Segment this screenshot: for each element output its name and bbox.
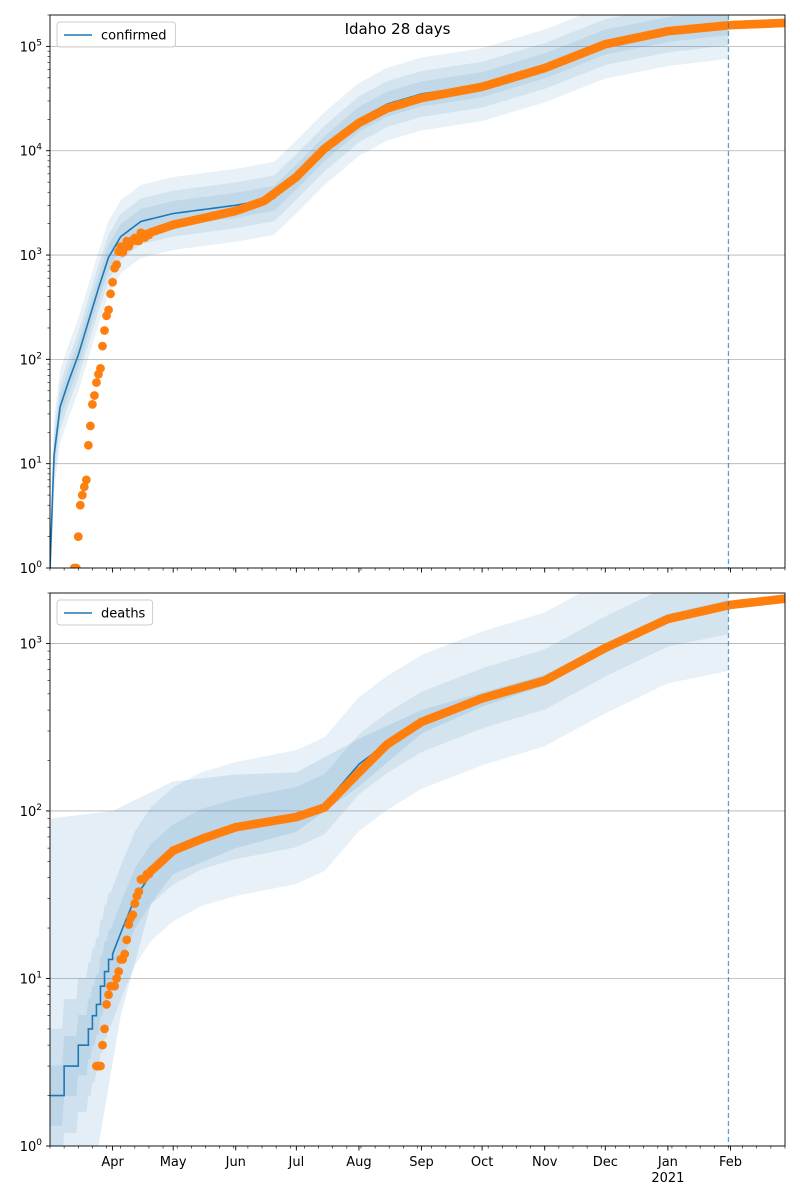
observed-point bbox=[112, 260, 122, 269]
legend-box bbox=[56, 21, 176, 48]
observed-point bbox=[90, 391, 99, 400]
panel-confirmed: 100 101 102 103 104 105 confirmed bbox=[20, 14, 786, 577]
y-tick-label: 103 bbox=[20, 635, 42, 652]
x-tick-label: Nov bbox=[532, 1155, 558, 1170]
observed-point bbox=[96, 1061, 105, 1071]
uncertainty-band bbox=[50, 15, 729, 568]
legend-box bbox=[56, 599, 154, 626]
observed-point bbox=[128, 910, 138, 920]
observed-point bbox=[106, 289, 115, 299]
uncertainty-band bbox=[50, 15, 729, 568]
observed-point bbox=[780, 18, 785, 28]
observed-point bbox=[134, 887, 144, 897]
observed-point bbox=[122, 935, 132, 945]
observed-point bbox=[780, 594, 785, 604]
x-tick-label: Dec bbox=[593, 1155, 618, 1170]
figure-title: Idaho 28 days bbox=[344, 20, 451, 38]
y-tick-label: 100 bbox=[20, 1138, 43, 1155]
y-tick-label: 102 bbox=[20, 803, 42, 820]
x-tick-label: Jul bbox=[288, 1155, 305, 1170]
x-year-label: 2021 bbox=[651, 1171, 684, 1186]
observed-point bbox=[114, 967, 124, 976]
plot-area bbox=[50, 593, 785, 1146]
x-tick-label: Aug bbox=[346, 1155, 371, 1170]
uncertainty-band bbox=[50, 593, 729, 1146]
observed-point bbox=[85, 421, 95, 431]
y-tick-label: 102 bbox=[20, 351, 42, 368]
observed-point bbox=[71, 563, 81, 568]
legend-confirmed: confirmed bbox=[56, 21, 176, 48]
legend-label: deaths bbox=[101, 607, 146, 622]
observed-point bbox=[73, 532, 83, 541]
legend-deaths: deaths bbox=[56, 599, 154, 626]
panel-deaths: 100 101 102 103 Apr May Jun Jul Aug Sep Oct Nov Dec J… bbox=[20, 592, 786, 1186]
observed-point bbox=[112, 974, 122, 983]
x-tick-label: Feb bbox=[719, 1155, 742, 1170]
observed-point bbox=[104, 990, 113, 1000]
observed-point bbox=[104, 305, 113, 315]
x-tick-label: Jan bbox=[657, 1155, 678, 1170]
plot-area bbox=[50, 15, 785, 568]
observed-point bbox=[124, 920, 134, 929]
x-tick-label: May bbox=[160, 1155, 187, 1170]
uncertainty-band bbox=[50, 593, 729, 1126]
observed-point bbox=[88, 400, 97, 409]
y-tick-label: 104 bbox=[20, 143, 43, 160]
observed-point bbox=[98, 1040, 107, 1050]
y-tick-label: 101 bbox=[20, 970, 42, 987]
observed-point bbox=[83, 440, 93, 450]
observed-point bbox=[108, 277, 117, 287]
x-tick-label: Apr bbox=[101, 1155, 124, 1170]
y-tick-label: 100 bbox=[20, 560, 43, 577]
uncertainty-band bbox=[50, 15, 729, 568]
observed-point bbox=[75, 500, 85, 510]
observed-point bbox=[110, 981, 120, 991]
y-tick-label: 105 bbox=[20, 38, 42, 55]
observed-point bbox=[130, 899, 140, 908]
x-tick-label: Sep bbox=[409, 1155, 434, 1170]
observed-point bbox=[100, 326, 109, 335]
observed-point bbox=[81, 475, 91, 485]
y-tick-label: 103 bbox=[20, 247, 42, 264]
observed-point bbox=[79, 482, 89, 492]
observed-point bbox=[77, 490, 87, 500]
observed-point bbox=[100, 1024, 109, 1034]
observed-point bbox=[120, 949, 130, 959]
observed-point bbox=[96, 363, 105, 373]
observed-point bbox=[92, 378, 101, 387]
x-tick-label: Oct bbox=[471, 1155, 493, 1170]
y-tick-label: 101 bbox=[20, 456, 42, 473]
observed-point bbox=[102, 1000, 111, 1009]
x-tick-label: Jun bbox=[225, 1155, 246, 1170]
legend-label: confirmed bbox=[101, 29, 167, 44]
observed-point bbox=[98, 341, 107, 351]
